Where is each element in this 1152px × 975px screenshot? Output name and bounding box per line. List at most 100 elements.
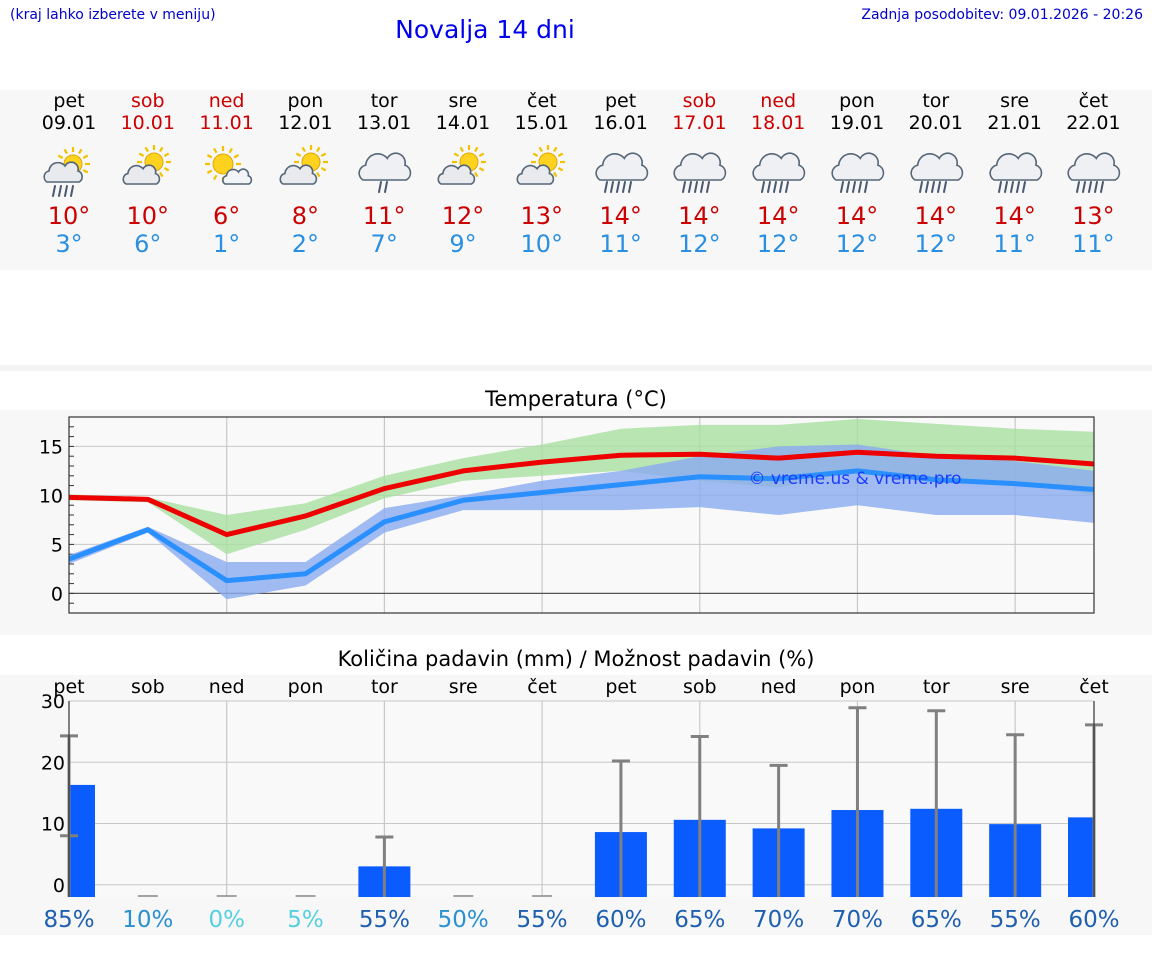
temp-max: 13° — [520, 202, 564, 230]
weather-icon — [673, 152, 727, 193]
cloud-rain-icon — [1067, 152, 1121, 193]
precip-probability: 55% — [990, 907, 1041, 933]
day-name: tor — [370, 90, 398, 112]
day-column: sre 14.01 12° 9° — [423, 90, 503, 258]
x-category-label: sob — [683, 676, 717, 698]
weather-icon — [122, 145, 171, 185]
day-name: sob — [682, 90, 717, 112]
x-category-label: pon — [288, 676, 324, 698]
cloud-rain-icon — [673, 152, 727, 193]
day-date: 11.01 — [199, 112, 254, 134]
day-column: ned 18.01 14° 12° — [738, 90, 818, 258]
sun-cloud-icon — [122, 145, 171, 185]
cloud-rain-icon — [594, 152, 648, 193]
x-category-label: tor — [923, 676, 950, 698]
temp-min: 12° — [835, 230, 879, 258]
day-column: čet 15.01 13° 10° — [502, 90, 582, 258]
day-column: tor 13.01 11° 7° — [344, 90, 424, 258]
divider — [0, 365, 1152, 371]
temp-max: 13° — [1072, 202, 1115, 230]
day-date: 15.01 — [514, 112, 569, 134]
temp-max: 14° — [993, 202, 1036, 230]
x-category-label: tor — [371, 676, 398, 698]
temp-min: 12° — [914, 230, 958, 258]
temp-max: 14° — [678, 202, 721, 230]
weather-icon — [437, 145, 486, 185]
temp-min: 10° — [520, 230, 564, 258]
temp-max: 10° — [47, 202, 91, 230]
last-updated: Zadnja posodobitev: 09.01.2026 - 20:26 — [861, 7, 1143, 23]
day-name: čet — [1078, 90, 1109, 112]
day-column: pon 19.01 14° 12° — [817, 90, 897, 258]
temperature-chart: 0 5 10 15 © vreme.us & vreme.pro — [39, 416, 1095, 614]
day-column: sre 21.01 14° 11° — [975, 90, 1055, 258]
location-hint: (kraj lahko izberete v meniju) — [10, 7, 216, 23]
day-name: pon — [839, 90, 875, 112]
day-name: ned — [208, 90, 245, 112]
y-tick-label: 15 — [39, 436, 63, 458]
x-category-label: sob — [131, 676, 165, 698]
weather-icon — [516, 145, 565, 185]
sun-cloud-icon — [516, 145, 565, 185]
day-name: pet — [53, 90, 85, 112]
temp-min: 9° — [449, 230, 477, 258]
x-category-label: pet — [605, 676, 636, 698]
day-name: čet — [527, 90, 557, 112]
precip-probability: 55% — [517, 907, 568, 933]
day-name: pon — [287, 90, 324, 112]
day-date: 19.01 — [829, 112, 885, 134]
temp-max: 8° — [291, 202, 320, 230]
x-category-label: sre — [1001, 676, 1030, 698]
cloud-rain-icon — [910, 152, 964, 193]
temp-min: 12° — [678, 230, 721, 258]
sun-cloud-icon — [279, 145, 329, 185]
day-name: ned — [760, 90, 797, 112]
day-date: 10.01 — [120, 112, 175, 134]
y-tick-label: 20 — [41, 752, 65, 774]
temp-min: 11° — [1072, 230, 1115, 258]
x-category-label: čet — [1079, 676, 1109, 698]
weather-icon — [204, 146, 252, 185]
y-tick-label: 5 — [51, 534, 63, 556]
x-category-label: pet — [53, 676, 84, 698]
day-date: 09.01 — [41, 112, 97, 134]
y-tick-label: 0 — [53, 875, 65, 897]
forecast-strip-bg — [0, 90, 1152, 270]
plot-frame — [68, 416, 1095, 614]
day-name: tor — [922, 90, 950, 112]
day-name: sre — [1000, 90, 1030, 112]
temp-min: 7° — [370, 230, 398, 258]
precip-probability: 70% — [753, 907, 804, 933]
day-date: 22.01 — [1066, 112, 1121, 134]
day-date: 17.01 — [672, 112, 727, 134]
weather-icon — [279, 145, 329, 185]
day-date: 12.01 — [278, 112, 333, 134]
day-date: 20.01 — [908, 112, 963, 134]
precipitation-chart-title: Količina padavin (mm) / Možnost padavin … — [337, 647, 815, 671]
day-column: sob 17.01 14° 12° — [659, 90, 739, 258]
precip-bar — [69, 784, 95, 897]
watermark: © vreme.us & vreme.pro — [748, 469, 961, 489]
day-date: 18.01 — [750, 112, 806, 134]
precip-probability: 50% — [438, 907, 489, 933]
day-date: 14.01 — [435, 112, 491, 134]
precip-probability: 5% — [287, 907, 324, 933]
temp-min: 2° — [291, 230, 320, 258]
weather-icon — [1067, 152, 1121, 193]
cloud-light-rain-icon — [358, 152, 412, 193]
sun-small-cloud-icon — [204, 146, 252, 185]
precip-probability: 65% — [911, 907, 962, 933]
day-column: pet 09.01 10° 3° — [29, 90, 109, 258]
day-name: sre — [448, 90, 478, 112]
day-date: 21.01 — [987, 112, 1042, 134]
sun-cloud-rain-icon — [43, 147, 90, 197]
cloud-rain-icon — [831, 152, 885, 193]
temp-max: 14° — [599, 202, 642, 230]
temp-max: 6° — [212, 202, 241, 230]
cloud-rain-icon — [752, 152, 806, 193]
day-column: sob 10.01 10° 6° — [108, 90, 188, 258]
day-column: pet 16.01 14° 11° — [581, 90, 661, 258]
page-title: Novalja 14 dni — [395, 15, 575, 44]
precip-probability: 60% — [1068, 907, 1119, 933]
